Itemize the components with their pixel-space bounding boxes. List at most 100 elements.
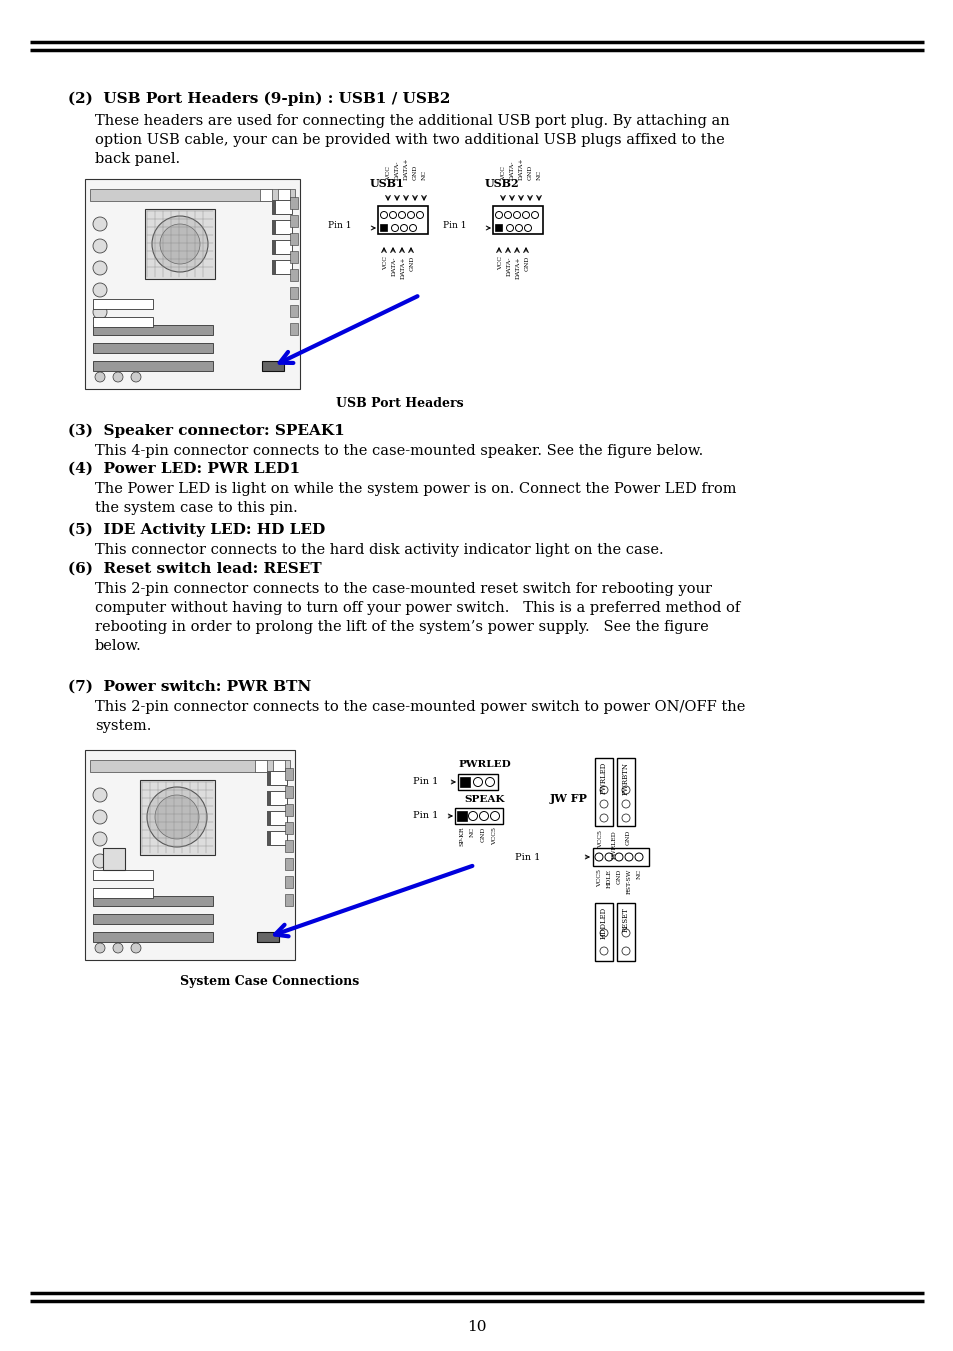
Text: GND: GND <box>410 255 415 272</box>
Circle shape <box>131 372 141 382</box>
Text: USB Port Headers: USB Port Headers <box>335 397 463 409</box>
Bar <box>285 840 293 852</box>
Text: DATA-: DATA- <box>392 255 396 276</box>
Bar <box>593 848 648 866</box>
Bar <box>90 761 290 771</box>
Text: SP-KR: SP-KR <box>458 827 463 847</box>
Bar <box>92 317 152 327</box>
Text: These headers are used for connecting the additional USB port plug. By attaching: These headers are used for connecting th… <box>95 113 729 128</box>
Text: PWRBTN: PWRBTN <box>621 762 629 794</box>
Circle shape <box>131 943 141 952</box>
Bar <box>92 896 213 907</box>
Circle shape <box>621 947 629 955</box>
Bar <box>273 761 285 771</box>
Bar <box>493 205 542 234</box>
Bar <box>85 750 294 961</box>
Circle shape <box>380 212 387 219</box>
Text: SPEAK: SPEAK <box>464 794 505 804</box>
Text: rebooting in order to prolong the lift of the system’s power supply.   See the f: rebooting in order to prolong the lift o… <box>95 620 708 634</box>
Bar <box>290 269 297 281</box>
Bar <box>254 761 267 771</box>
Circle shape <box>495 212 502 219</box>
Bar <box>617 902 635 961</box>
Circle shape <box>604 852 613 861</box>
Bar <box>267 790 271 805</box>
Bar <box>260 189 272 201</box>
Text: Pin 1: Pin 1 <box>328 222 352 231</box>
Text: HDDLED: HDDLED <box>599 907 607 939</box>
Text: DATA-: DATA- <box>395 161 399 180</box>
Bar <box>92 299 152 309</box>
Circle shape <box>407 212 414 219</box>
Circle shape <box>400 224 407 231</box>
Text: DATA-: DATA- <box>506 255 512 276</box>
Text: Pin 1: Pin 1 <box>443 222 467 231</box>
Circle shape <box>635 852 642 861</box>
Circle shape <box>152 216 208 272</box>
Text: The Power LED is light on while the system power is on. Connect the Power LED fr: The Power LED is light on while the syst… <box>95 482 736 496</box>
Circle shape <box>599 786 607 794</box>
Bar <box>285 858 293 870</box>
Circle shape <box>92 261 107 276</box>
Bar <box>595 758 613 825</box>
Circle shape <box>92 239 107 253</box>
Bar <box>267 831 271 844</box>
Text: This 2-pin connector connects to the case-mounted reset switch for rebooting you: This 2-pin connector connects to the cas… <box>95 582 711 596</box>
Circle shape <box>92 218 107 231</box>
Text: system.: system. <box>95 719 152 734</box>
Circle shape <box>95 372 105 382</box>
Text: NC: NC <box>637 869 641 880</box>
Circle shape <box>624 852 633 861</box>
Circle shape <box>154 794 199 839</box>
Text: (4)  Power LED: PWR LED1: (4) Power LED: PWR LED1 <box>68 462 300 476</box>
Circle shape <box>621 800 629 808</box>
Circle shape <box>92 832 107 846</box>
Text: GND: GND <box>413 165 417 180</box>
Bar <box>290 215 297 227</box>
Bar <box>267 771 287 785</box>
Bar <box>272 220 275 234</box>
Circle shape <box>409 224 416 231</box>
Bar <box>92 870 152 880</box>
Bar <box>90 189 294 201</box>
Text: VCC: VCC <box>500 166 505 180</box>
Bar <box>272 259 275 274</box>
Text: GND: GND <box>617 869 621 885</box>
Circle shape <box>398 212 405 219</box>
Circle shape <box>95 943 105 952</box>
Bar <box>290 286 297 299</box>
Bar <box>103 848 125 870</box>
Bar <box>92 888 152 898</box>
Bar <box>85 178 299 389</box>
Bar <box>267 771 271 785</box>
Bar <box>290 197 297 209</box>
Circle shape <box>522 212 529 219</box>
Bar <box>377 205 428 234</box>
Bar <box>272 240 292 254</box>
Bar <box>290 251 297 263</box>
Bar <box>272 240 275 254</box>
Text: Pin 1: Pin 1 <box>413 812 437 820</box>
Bar <box>277 189 290 201</box>
Circle shape <box>416 212 423 219</box>
Circle shape <box>531 212 537 219</box>
Bar <box>92 343 213 353</box>
Circle shape <box>595 852 602 861</box>
Text: Pin 1: Pin 1 <box>413 777 437 786</box>
Text: This 4-pin connector connects to the case-mounted speaker. See the figure below.: This 4-pin connector connects to the cas… <box>95 444 702 458</box>
Text: GND: GND <box>524 255 530 272</box>
Bar <box>456 811 467 821</box>
Bar <box>267 811 287 825</box>
Circle shape <box>160 224 200 263</box>
Text: the system case to this pin.: the system case to this pin. <box>95 501 297 515</box>
Text: VCC5: VCC5 <box>598 830 602 848</box>
Text: RST-SW: RST-SW <box>626 869 631 894</box>
Bar <box>617 758 635 825</box>
Bar <box>285 894 293 907</box>
Circle shape <box>504 212 511 219</box>
Text: option USB cable, your can be provided with two additional USB plugs affixed to : option USB cable, your can be provided w… <box>95 132 724 147</box>
Text: VCC5: VCC5 <box>492 827 497 844</box>
Bar <box>379 224 387 231</box>
Circle shape <box>515 224 522 231</box>
Circle shape <box>473 777 482 786</box>
